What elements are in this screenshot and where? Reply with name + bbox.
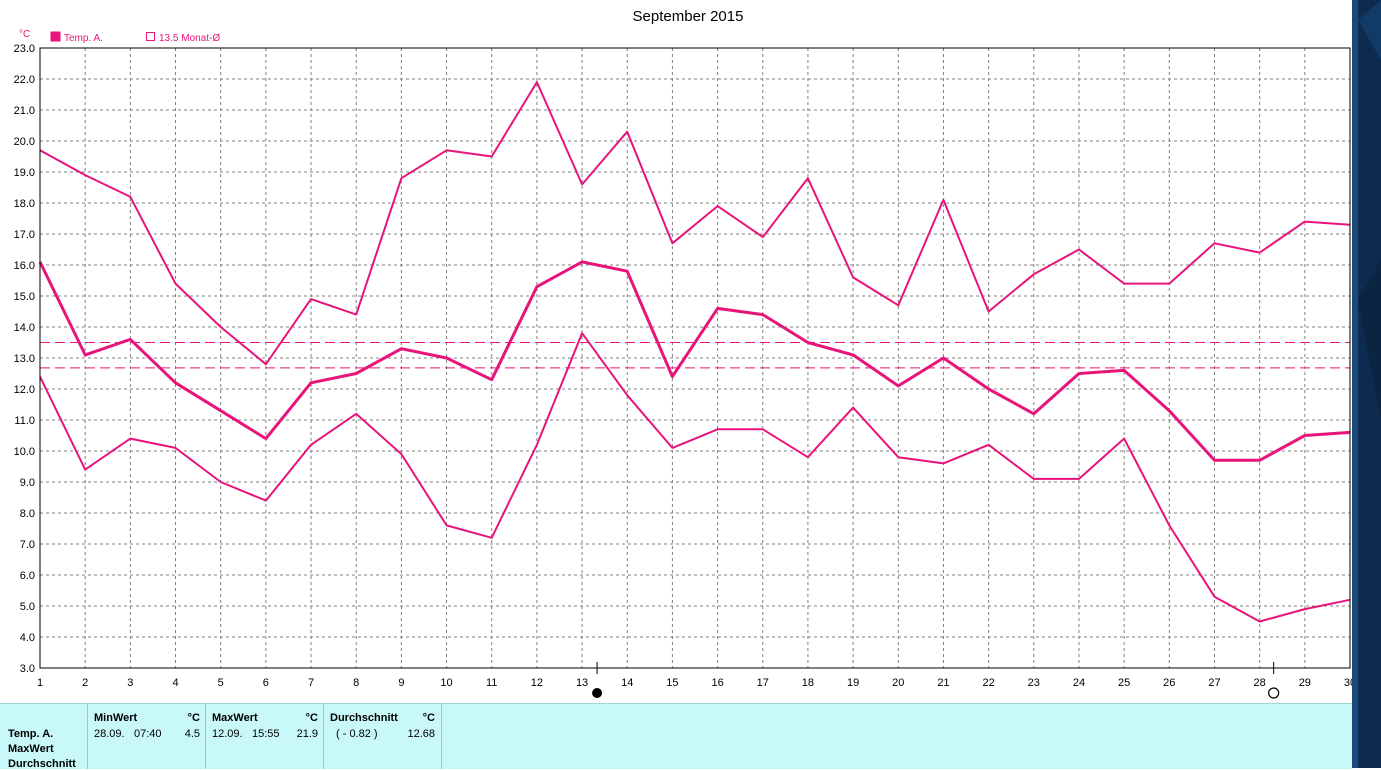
y-tick-label: 16.0 xyxy=(14,260,35,272)
series-line-max xyxy=(39,81,1351,366)
avg-unit: °C xyxy=(422,712,435,724)
series-line-min xyxy=(39,332,1351,623)
desktop-background-strip xyxy=(1352,0,1381,768)
y-tick-label: 15.0 xyxy=(14,291,35,303)
y-tick-label: 23.0 xyxy=(14,43,35,55)
x-tick-label: 14 xyxy=(621,677,633,689)
y-tick-label: 4.0 xyxy=(20,632,35,644)
row-label-temp: Temp. A. xyxy=(8,728,54,740)
x-tick-label: 21 xyxy=(937,677,949,689)
x-tick-label: 1 xyxy=(37,677,43,689)
max-column: MaxWert °C 12.09. 15:55 21.9 xyxy=(205,704,324,769)
avg-value: 12.68 xyxy=(407,728,435,740)
x-tick-label: 7 xyxy=(308,677,314,689)
y-tick-label: 9.0 xyxy=(20,477,35,489)
min-value: 4.5 xyxy=(184,728,200,740)
legend-swatch-filled xyxy=(50,31,61,42)
avg-header: Durchschnitt xyxy=(330,712,398,724)
x-tick-label: 28 xyxy=(1254,677,1266,689)
max-header: MaxWert xyxy=(212,712,258,724)
x-tick-label: 2 xyxy=(82,677,88,689)
y-tick-label: 5.0 xyxy=(20,601,35,613)
legend-label-monthly-avg: 13.5 Monat-Ø xyxy=(159,33,220,44)
x-tick-label: 29 xyxy=(1299,677,1311,689)
avg-delta: ( - 0.82 ) xyxy=(336,728,378,740)
y-tick-label: 7.0 xyxy=(20,539,35,551)
y-tick-label: 20.0 xyxy=(14,136,35,148)
x-tick-label: 5 xyxy=(218,677,224,689)
x-tick-label: 8 xyxy=(353,677,359,689)
min-column: MinWert °C 28.09. 07:40 4.5 xyxy=(87,704,206,769)
legend-label-temp: Temp. A. xyxy=(64,33,103,44)
min-date: 28.09. xyxy=(94,728,125,740)
x-tick-label: 19 xyxy=(847,677,859,689)
max-value: 21.9 xyxy=(296,728,318,740)
new-moon-icon xyxy=(592,688,603,698)
x-tick-label: 10 xyxy=(440,677,452,689)
y-tick-label: 8.0 xyxy=(20,508,35,520)
moon-phase-markers xyxy=(592,662,1280,699)
y-tick-label: 18.0 xyxy=(14,198,35,210)
series-line-avg xyxy=(38,260,1351,462)
grid xyxy=(39,47,1351,669)
x-tick-label: 22 xyxy=(982,677,994,689)
x-tick-label: 25 xyxy=(1118,677,1130,689)
series-lines xyxy=(38,81,1351,623)
y-tick-label: 21.0 xyxy=(14,105,35,117)
x-tick-label: 20 xyxy=(892,677,904,689)
x-axis-ticks: 1 2 3 4 5 6 7 8 9 10 11 12 13 14 15 16 17 18 19 20 21 22 23 24 2… xyxy=(37,677,1352,689)
row-label-maxwert: MaxWert xyxy=(8,743,54,755)
x-tick-label: 15 xyxy=(666,677,678,689)
max-time: 15:55 xyxy=(252,728,280,740)
x-tick-label: 3 xyxy=(127,677,133,689)
x-tick-label: 6 xyxy=(263,677,269,689)
y-axis-ticks: 3.0 4.0 5.0 6.0 7.0 8.0 9.0 10.0 11.0 12.0 13.0 14.… xyxy=(14,43,35,675)
y-tick-label: 13.0 xyxy=(14,353,35,365)
x-tick-label: 13 xyxy=(576,677,588,689)
y-tick-label: 3.0 xyxy=(20,663,35,675)
x-tick-label: 24 xyxy=(1073,677,1085,689)
temperature-chart: September 2015 °C Temp. A. 13.5 Monat-Ø … xyxy=(14,8,1352,699)
y-tick-label: 22.0 xyxy=(14,74,35,86)
legend-swatch-empty xyxy=(146,32,155,41)
avg-column: Durchschnitt °C ( - 0.82 ) 12.68 xyxy=(323,704,442,769)
y-tick-label: 14.0 xyxy=(14,322,35,334)
statistics-panel: Temp. A. MaxWert Durchschnitt MinWert °C… xyxy=(0,703,1352,770)
chart-title: September 2015 xyxy=(633,8,744,25)
y-tick-label: 10.0 xyxy=(14,446,35,458)
legend: Temp. A. 13.5 Monat-Ø xyxy=(50,31,220,44)
y-unit-label: °C xyxy=(19,29,30,40)
min-header: MinWert xyxy=(94,712,138,724)
x-tick-label: 16 xyxy=(711,677,723,689)
row-label-durchschnitt: Durchschnitt xyxy=(8,758,76,770)
x-tick-label: 27 xyxy=(1208,677,1220,689)
y-tick-label: 17.0 xyxy=(14,229,35,241)
full-moon-icon xyxy=(1268,687,1280,699)
x-tick-label: 23 xyxy=(1028,677,1040,689)
x-tick-label: 26 xyxy=(1163,677,1175,689)
min-time: 07:40 xyxy=(134,728,162,740)
y-tick-label: 6.0 xyxy=(20,570,35,582)
x-tick-label: 12 xyxy=(531,677,543,689)
y-tick-label: 19.0 xyxy=(14,167,35,179)
max-unit: °C xyxy=(305,712,318,724)
y-tick-label: 12.0 xyxy=(14,384,35,396)
plot-frame xyxy=(39,47,1351,669)
reference-lines xyxy=(40,342,1350,369)
x-tick-label: 4 xyxy=(172,677,178,689)
max-date: 12.09. xyxy=(212,728,243,740)
x-tick-label: 9 xyxy=(398,677,404,689)
x-tick-label: 30 xyxy=(1344,677,1352,689)
y-tick-label: 11.0 xyxy=(14,415,35,427)
x-tick-label: 18 xyxy=(802,677,814,689)
x-tick-label: 17 xyxy=(757,677,769,689)
min-unit: °C xyxy=(187,712,200,724)
x-tick-label: 11 xyxy=(486,677,497,689)
